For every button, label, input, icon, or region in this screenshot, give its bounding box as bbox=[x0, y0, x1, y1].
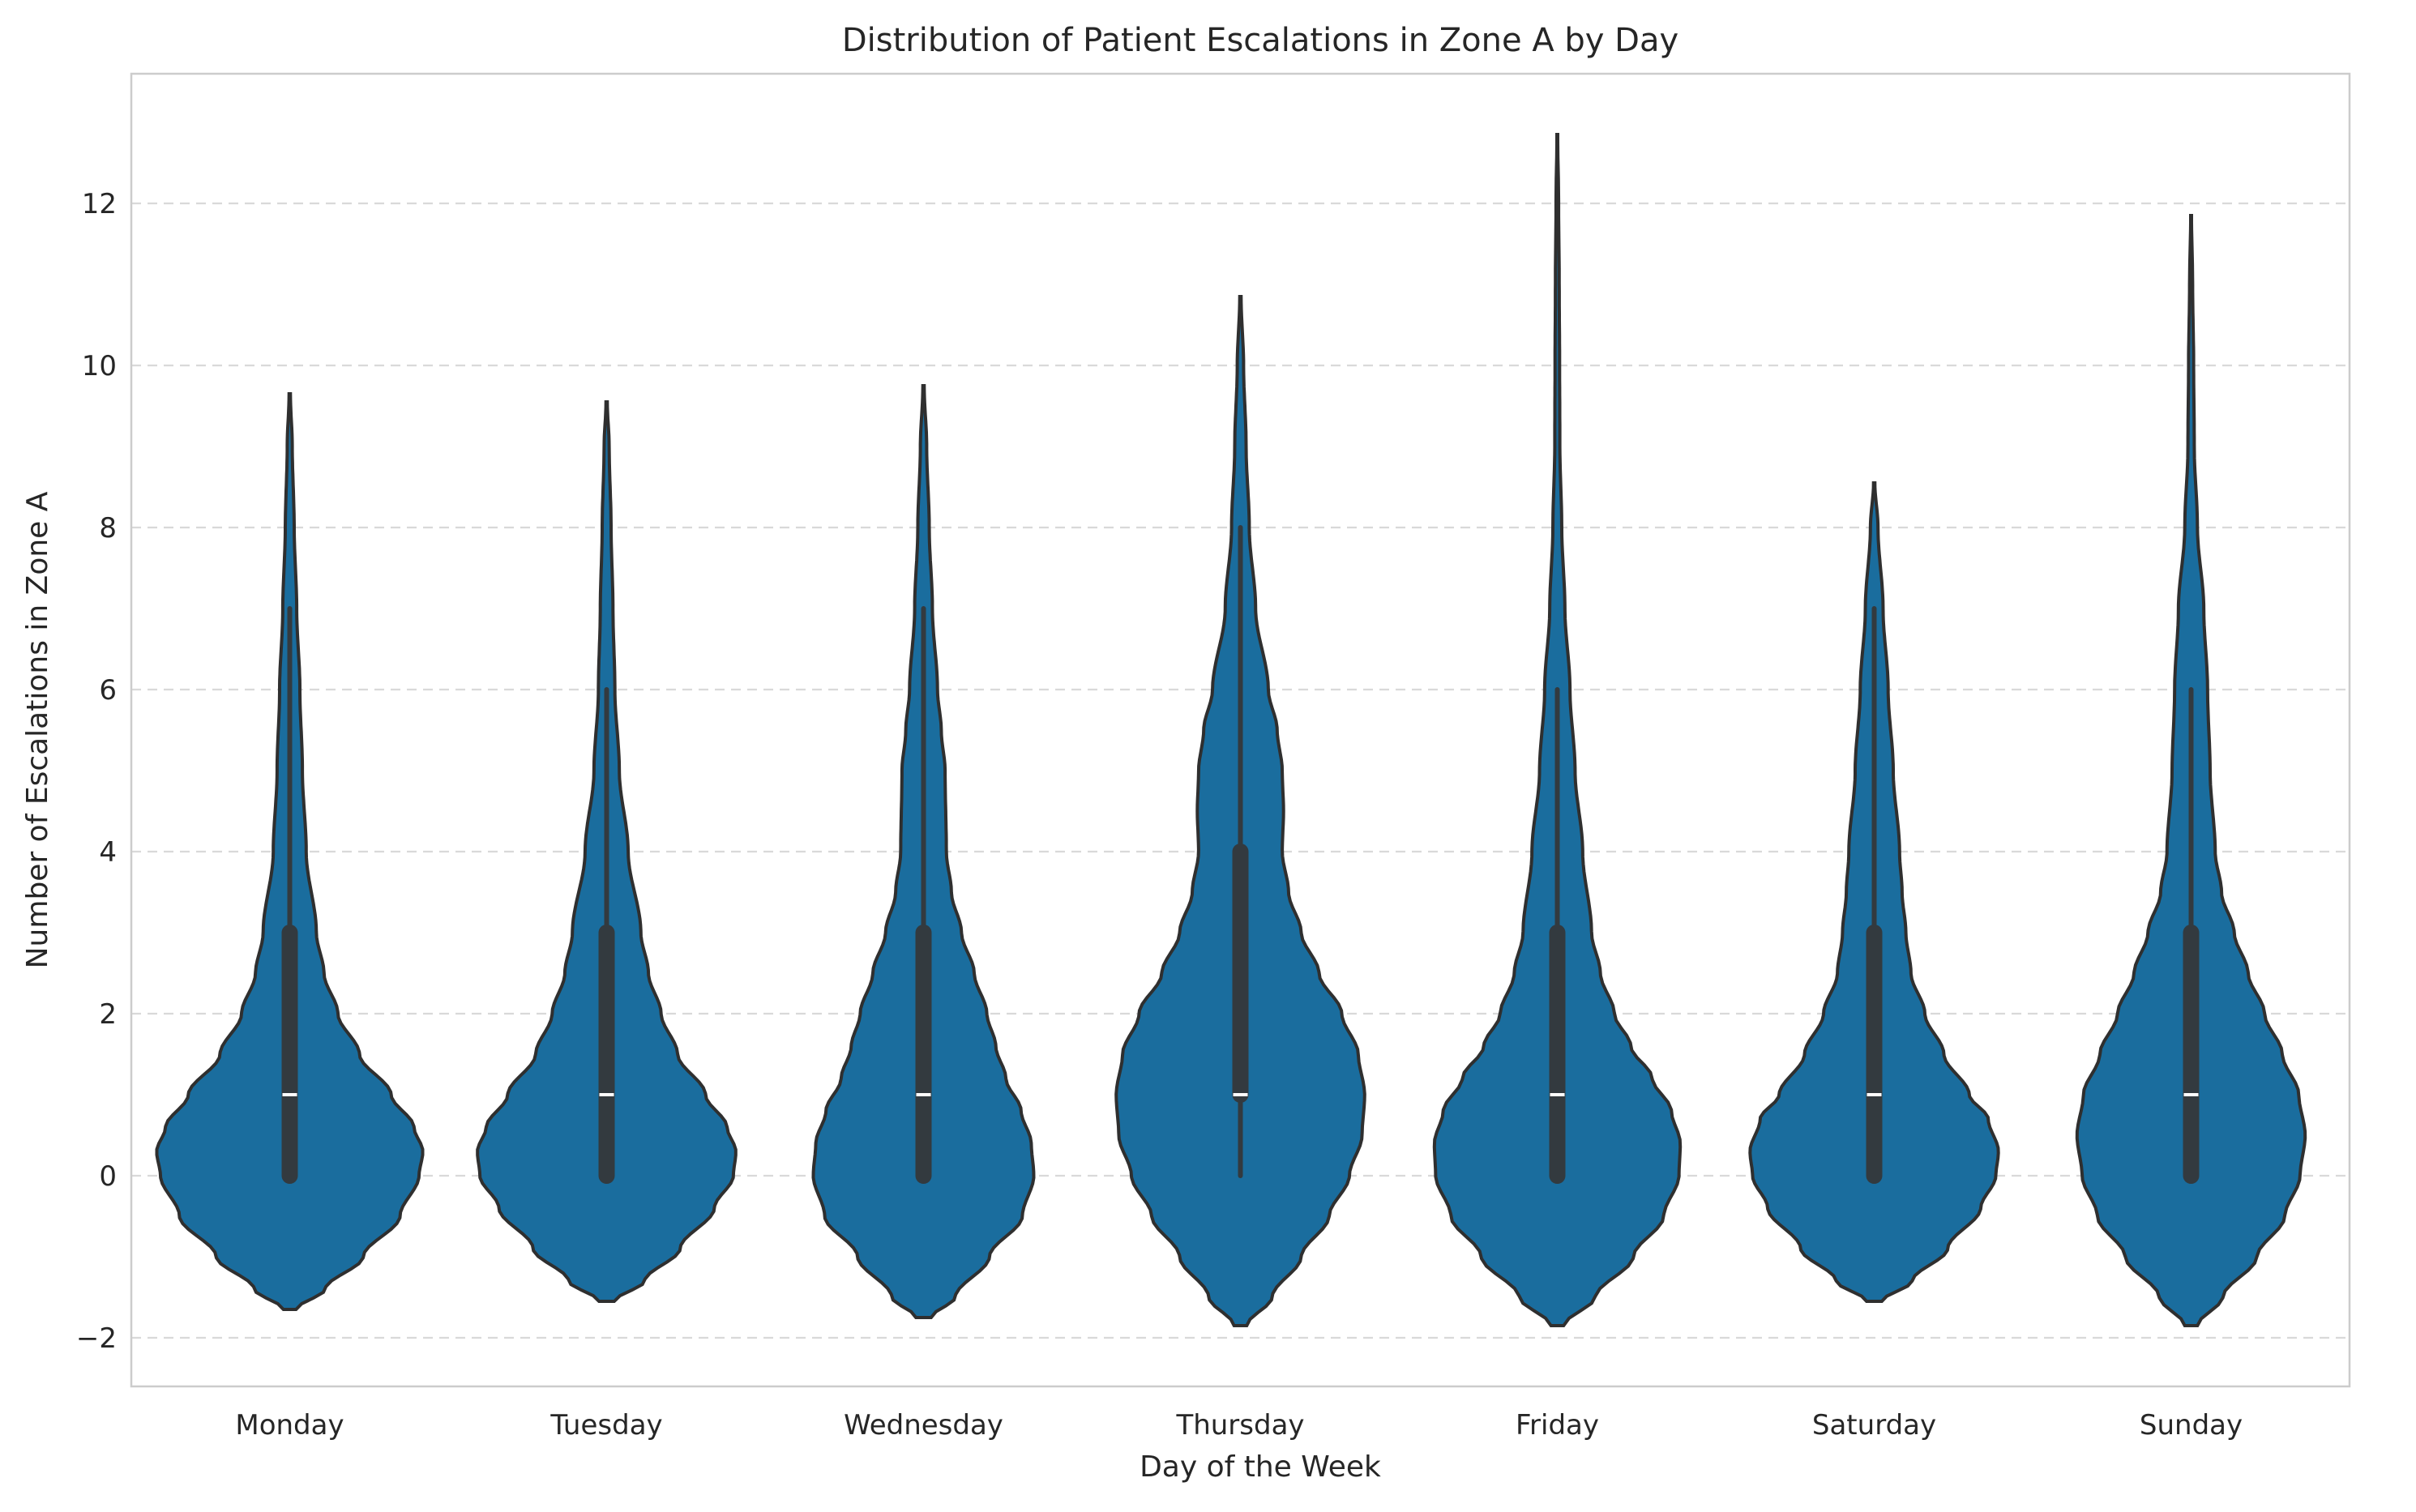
y-tick-label: 2 bbox=[99, 998, 117, 1031]
y-tick-label: 0 bbox=[99, 1160, 117, 1193]
violin-saturday bbox=[1748, 481, 2000, 1303]
x-tick-label: Thursday bbox=[1175, 1409, 1304, 1442]
y-axis-label: Number of Escalations in Zone A bbox=[21, 491, 54, 968]
chart-title: Distribution of Patient Escalations in Z… bbox=[842, 22, 1678, 59]
x-tick-label: Wednesday bbox=[844, 1409, 1003, 1442]
y-tick-label: −2 bbox=[76, 1322, 117, 1355]
violin-thursday bbox=[1114, 295, 1366, 1327]
x-tick-label: Saturday bbox=[1812, 1409, 1936, 1442]
x-tick-labels: Monday Tuesday Wednesday Thursday Friday Satu… bbox=[235, 1409, 2243, 1442]
violin-tuesday bbox=[476, 400, 738, 1303]
violins bbox=[155, 133, 2307, 1327]
x-tick-label: Monday bbox=[235, 1409, 344, 1442]
y-tick-label: 8 bbox=[99, 512, 117, 545]
x-tick-label: Tuesday bbox=[549, 1409, 662, 1442]
y-tick-labels: −2 0 2 4 6 8 10 12 bbox=[76, 188, 117, 1355]
violin-friday bbox=[1432, 133, 1683, 1327]
x-axis-label: Day of the Week bbox=[1140, 1450, 1381, 1484]
x-tick-label: Sunday bbox=[2140, 1409, 2243, 1442]
violin-wednesday bbox=[811, 384, 1036, 1319]
y-tick-label: 4 bbox=[99, 836, 117, 869]
y-tick-label: 12 bbox=[82, 188, 117, 220]
violin-monday bbox=[155, 392, 425, 1311]
violin-sunday bbox=[2075, 214, 2307, 1327]
y-tick-label: 10 bbox=[82, 350, 117, 382]
y-tick-label: 6 bbox=[99, 674, 117, 707]
plot-frame bbox=[130, 72, 2351, 1388]
x-tick-label: Friday bbox=[1516, 1409, 1599, 1442]
